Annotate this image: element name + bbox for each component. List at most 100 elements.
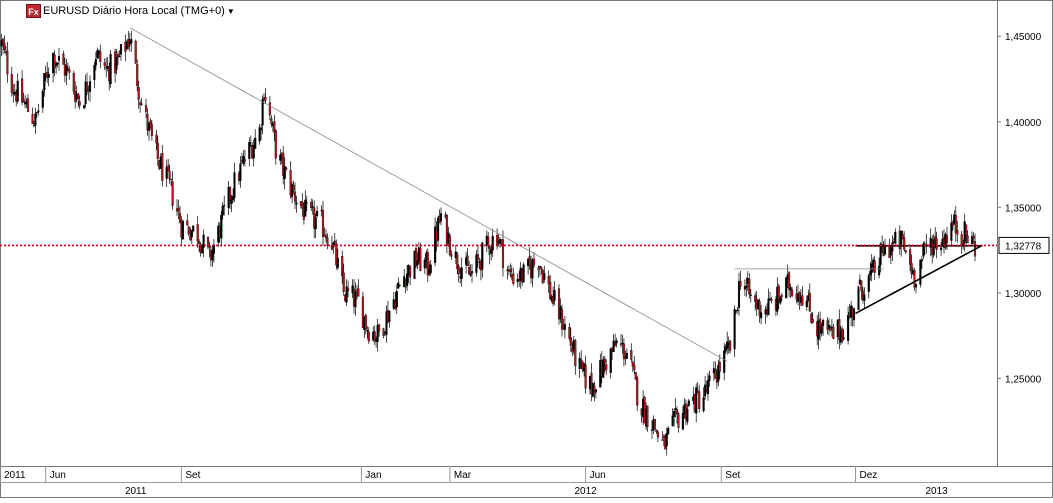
candle-body [3,42,6,50]
candle-body [496,234,499,246]
candle-body [829,327,832,331]
candle-body [249,145,252,147]
candle-body [314,217,317,230]
candle-body [951,222,954,226]
candle-body [889,247,892,256]
y-axis: 1,45000 1,40000 1,35000 1,30000 1,25000 [997,32,1042,385]
candle-body [109,54,112,85]
candle-body [99,51,102,62]
current-price-group: 1,32778 [0,236,1050,254]
candle-body [134,40,137,64]
candle-body [540,266,543,270]
candle-body [674,408,677,410]
x-month-label: Jun [50,470,66,481]
candle-body [41,90,44,108]
candle-body [414,248,418,267]
candle-body [910,262,913,275]
candle-body [270,118,273,125]
candle-body [155,134,158,144]
candle-body [254,137,257,149]
candle-body [788,272,791,290]
candle-body [376,325,379,342]
candle-body [563,324,566,330]
candle-body [426,252,429,276]
candle-body [578,358,581,369]
candle-body [103,62,106,67]
candle-body [137,87,140,100]
candle-body [736,309,739,312]
candle-body [838,319,841,340]
candle-body [714,368,717,379]
candle-body [543,273,546,280]
candle-body [501,239,505,269]
candle-body [96,50,99,59]
candle-body [456,254,459,270]
candle-body [650,429,654,431]
candle-body [870,263,873,273]
candle-body [457,266,460,274]
candle-body [476,254,479,260]
candle-body [901,234,904,240]
candle-body [264,97,267,101]
candle-body [439,213,443,222]
candle-body [347,287,350,292]
candle-body [767,298,770,316]
candle-body [165,166,168,179]
chart-header[interactable]: Fx EURUSD Diário Hora Local (TMG+0) ▼ [26,3,235,19]
candle-body [221,205,224,216]
candle-body [537,267,540,270]
candle-body [954,215,957,234]
candle-body [22,99,25,102]
candle-body [156,142,159,159]
candle-body [646,405,649,428]
candle-body [181,220,184,240]
candle-body [675,409,679,414]
candle-body [717,364,720,382]
candle-body [336,257,339,268]
candle-body [739,280,742,287]
chevron-down-icon[interactable]: ▼ [226,6,235,16]
candle-body [330,245,333,250]
candle-body [549,281,552,299]
candle-body [167,165,170,171]
candle-body [808,292,811,312]
candle-body [220,214,223,239]
candle-body [202,234,205,248]
candle-body [437,217,440,241]
candle-body [94,59,97,66]
candle-body [326,237,329,246]
candle-body [547,275,550,285]
candle-body [57,56,61,61]
candle-body [475,254,478,273]
candle-body [292,184,295,191]
y-tick-label: 1,25000 [1005,374,1042,385]
candle-body [754,295,757,302]
candle-body [212,244,215,254]
candle-body [395,290,398,308]
candle-body [305,202,308,204]
candle-body [569,337,572,346]
candle-body [223,205,226,207]
candle-body [243,159,246,162]
candle-body [168,170,171,179]
chart-title: EURUSD Diário Hora Local (TMG+0) [43,5,225,17]
candle-body [557,288,561,320]
candle-body [285,167,288,170]
candle-body [62,53,65,65]
candle-body [532,258,536,266]
candle-body [671,415,674,426]
candle-body [258,127,261,142]
candle-body [429,264,432,274]
candle-body [706,379,710,395]
candle-body [248,141,251,159]
candle-body [860,280,863,292]
candle-body [945,235,949,243]
candle-body [857,286,860,311]
candle-body [136,64,139,87]
candle-body [791,289,794,297]
candle-body [295,202,298,205]
y-tick-label: 1,40000 [1005,118,1042,129]
candle-body [230,196,233,204]
candle-body [491,235,494,251]
